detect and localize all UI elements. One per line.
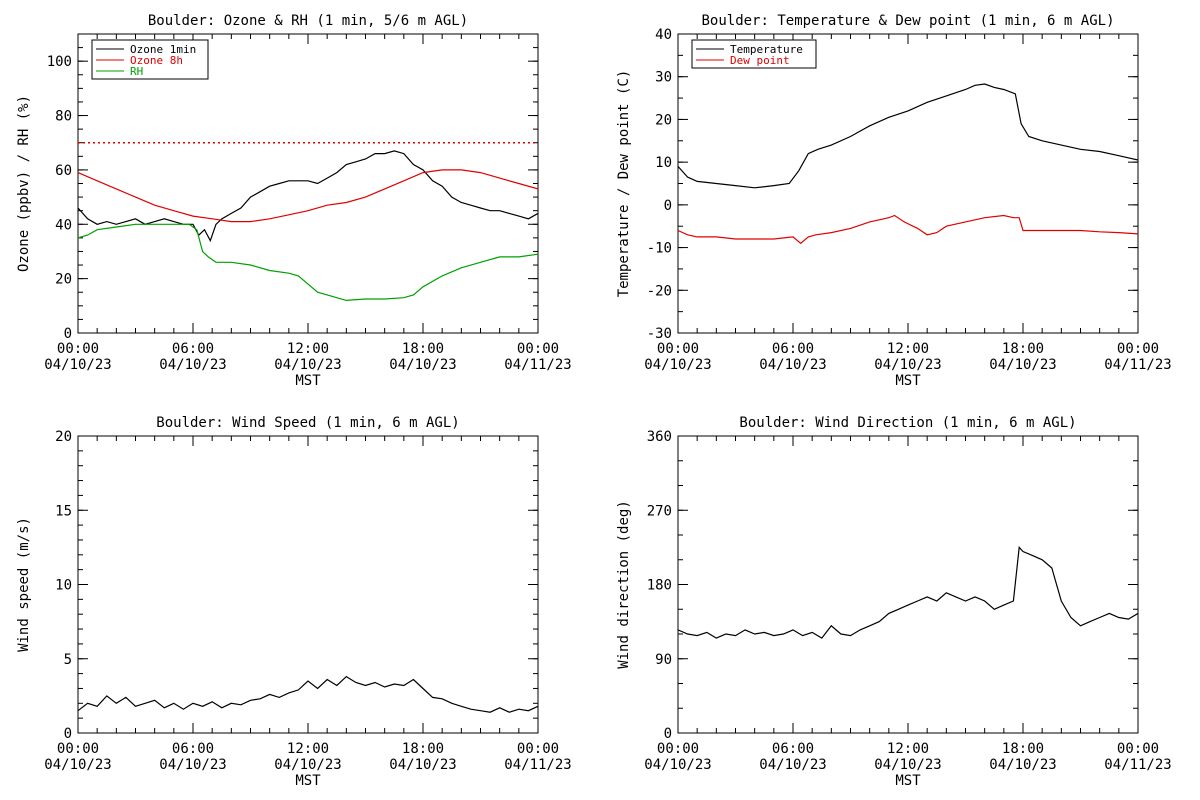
plot-frame	[677, 33, 1139, 334]
x-tick-label-date: 04/10/23	[644, 757, 711, 773]
x-tick-label-time: 00:00	[1117, 741, 1159, 757]
x-tick-label-time: 06:00	[772, 341, 814, 357]
x-tick-label-date: 04/10/23	[274, 757, 341, 773]
x-axis-label: MST	[295, 373, 321, 389]
series-line-0	[78, 675, 538, 713]
series-line-0	[678, 83, 1138, 189]
x-tick-label-time: 06:00	[172, 741, 214, 757]
x-tick-label-date: 04/10/23	[159, 357, 226, 373]
plot-frame	[677, 435, 1139, 734]
wind-speed-panel: 00:0004/10/2306:0004/10/2312:0004/10/231…	[16, 415, 572, 789]
y-tick-label: 360	[647, 429, 672, 445]
chart-title: Boulder: Wind Direction (1 min, 6 m AGL)	[739, 415, 1076, 431]
y-tick-label: 40	[55, 217, 72, 233]
legend-label: RH	[130, 65, 143, 78]
x-tick-label-time: 06:00	[772, 741, 814, 757]
y-tick-label: -30	[647, 326, 672, 342]
x-tick-label-date: 04/10/23	[644, 357, 711, 373]
x-tick-label-time: 12:00	[887, 741, 929, 757]
x-tick-label-time: 18:00	[402, 741, 444, 757]
x-tick-label-time: 12:00	[287, 741, 329, 757]
x-axis-label: MST	[895, 773, 921, 789]
y-tick-label: 0	[664, 198, 672, 214]
x-tick-label-time: 12:00	[287, 341, 329, 357]
series-line-2	[78, 223, 538, 302]
x-tick-label-date: 04/10/23	[44, 357, 111, 373]
y-tick-label: 20	[55, 272, 72, 288]
x-tick-label-time: 00:00	[57, 741, 99, 757]
x-tick-label-date: 04/10/23	[389, 357, 456, 373]
x-tick-label-time: 12:00	[887, 341, 929, 357]
x-tick-label-date: 04/10/23	[989, 757, 1056, 773]
x-tick-label-date: 04/10/23	[874, 357, 941, 373]
x-tick-label-time: 00:00	[1117, 341, 1159, 357]
legend-label: Ozone 1min	[130, 43, 196, 56]
temperature-dewpoint-panel: 00:0004/10/2306:0004/10/2312:0004/10/231…	[616, 13, 1172, 389]
y-tick-label: 5	[64, 652, 72, 668]
y-tick-label: 270	[647, 503, 672, 519]
x-tick-label-date: 04/10/23	[274, 357, 341, 373]
ozone-rh-panel: 00:0004/10/2306:0004/10/2312:0004/10/231…	[16, 13, 572, 389]
y-tick-label: 20	[655, 112, 672, 128]
y-axis-label: Ozone (ppbv) / RH (%)	[16, 95, 32, 272]
y-axis-label: Temperature / Dew point (C)	[616, 70, 632, 298]
x-tick-label-date: 04/10/23	[759, 757, 826, 773]
x-tick-label-time: 18:00	[402, 341, 444, 357]
x-axis-label: MST	[295, 773, 321, 789]
y-tick-label: 100	[47, 54, 72, 70]
y-tick-label: 10	[655, 155, 672, 171]
y-axis-label: Wind speed (m/s)	[16, 517, 32, 652]
series-line-0	[678, 546, 1138, 639]
x-tick-label-date: 04/11/23	[1104, 757, 1171, 773]
chart-title: Boulder: Temperature & Dew point (1 min,…	[701, 13, 1114, 29]
x-tick-label-date: 04/11/23	[504, 357, 571, 373]
y-tick-label: 180	[647, 578, 672, 594]
y-tick-label: 40	[655, 27, 672, 43]
y-tick-label: 0	[64, 326, 72, 342]
wind-direction-panel: 00:0004/10/2306:0004/10/2312:0004/10/231…	[616, 415, 1172, 789]
x-tick-label-date: 04/10/23	[759, 357, 826, 373]
y-tick-label: 90	[655, 652, 672, 668]
x-tick-label-time: 00:00	[57, 341, 99, 357]
x-tick-label-date: 04/10/23	[44, 757, 111, 773]
series-line-1	[78, 169, 538, 223]
x-tick-label-date: 04/10/23	[389, 757, 456, 773]
y-tick-label: 30	[655, 70, 672, 86]
x-tick-label-date: 04/10/23	[159, 757, 226, 773]
legend-label: Ozone 8h	[130, 54, 183, 67]
x-tick-label-date: 04/10/23	[989, 357, 1056, 373]
plot-frame	[77, 435, 539, 734]
x-tick-label-date: 04/10/23	[874, 757, 941, 773]
y-tick-label: -10	[647, 241, 672, 257]
x-axis-label: MST	[895, 373, 921, 389]
x-tick-label-date: 04/11/23	[504, 757, 571, 773]
x-tick-label-time: 00:00	[517, 741, 559, 757]
x-tick-label-time: 18:00	[1002, 341, 1044, 357]
y-tick-label: -20	[647, 283, 672, 299]
y-tick-label: 0	[64, 726, 72, 742]
legend-label: Temperature	[730, 43, 803, 56]
y-tick-label: 20	[55, 429, 72, 445]
y-tick-label: 60	[55, 163, 72, 179]
x-tick-label-time: 00:00	[657, 341, 699, 357]
x-tick-label-time: 00:00	[657, 741, 699, 757]
series-line-0	[78, 150, 538, 243]
legend-label: Dew point	[730, 54, 790, 67]
legend-box	[691, 39, 817, 69]
y-tick-label: 15	[55, 503, 72, 519]
y-tick-label: 80	[55, 109, 72, 125]
y-tick-label: 0	[664, 726, 672, 742]
chart-title: Boulder: Ozone & RH (1 min, 5/6 m AGL)	[148, 13, 468, 29]
x-tick-label-time: 00:00	[517, 341, 559, 357]
x-tick-label-time: 06:00	[172, 341, 214, 357]
chart-title: Boulder: Wind Speed (1 min, 6 m AGL)	[156, 415, 459, 431]
y-axis-label: Wind direction (deg)	[616, 500, 632, 669]
x-tick-label-date: 04/11/23	[1104, 357, 1171, 373]
x-tick-label-time: 18:00	[1002, 741, 1044, 757]
y-tick-label: 10	[55, 578, 72, 594]
series-line-1	[678, 214, 1138, 245]
